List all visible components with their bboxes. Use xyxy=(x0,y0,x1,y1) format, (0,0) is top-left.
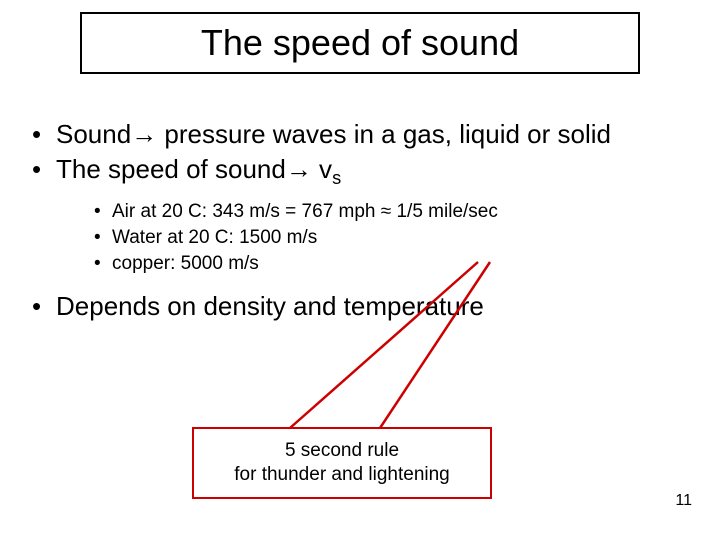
sub-copper: •copper: 5000 m/s xyxy=(94,251,688,277)
bullet-speed-symbol: •The speed of sound→ vs xyxy=(32,153,688,190)
callout-line-1: 5 second rule xyxy=(200,439,484,463)
bullet-text: The speed of sound→ v xyxy=(56,154,332,184)
callout-line-2: for thunder and lightening xyxy=(200,463,484,487)
content-area: •Sound→ pressure waves in a gas, liquid … xyxy=(32,118,688,325)
subscript-s: s xyxy=(332,168,341,188)
sub-text: Water at 20 C: 1500 m/s xyxy=(112,227,317,248)
bullet-sound-definition: •Sound→ pressure waves in a gas, liquid … xyxy=(32,118,688,151)
sub-text: Air at 20 C: 343 m/s = 767 mph ≈ 1/5 mil… xyxy=(112,201,498,222)
sub-text: copper: 5000 m/s xyxy=(112,253,259,274)
page-number: 11 xyxy=(675,492,692,510)
sub-water: •Water at 20 C: 1500 m/s xyxy=(94,225,688,251)
sub-list: •Air at 20 C: 343 m/s = 767 mph ≈ 1/5 mi… xyxy=(94,199,688,276)
bullet-depends: •Depends on density and temperature xyxy=(32,290,688,323)
sub-air: •Air at 20 C: 343 m/s = 767 mph ≈ 1/5 mi… xyxy=(94,199,688,225)
title-box: The speed of sound xyxy=(80,12,640,74)
slide-title: The speed of sound xyxy=(82,22,638,64)
bullet-text: Depends on density and temperature xyxy=(56,291,484,321)
callout-box: 5 second rule for thunder and lightening xyxy=(192,427,492,499)
bullet-text: Sound→ pressure waves in a gas, liquid o… xyxy=(56,119,611,149)
